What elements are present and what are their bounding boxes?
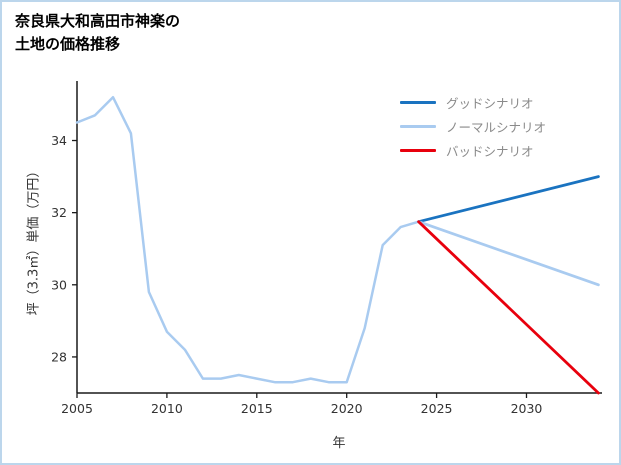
chart-title-line2: 土地の価格推移 <box>15 34 121 53</box>
chart-title: 奈良県大和高田市神楽の 土地の価格推移 <box>15 10 180 55</box>
normal-scenario-line-swatch <box>400 125 436 128</box>
y-tick-label: 32 <box>51 205 67 220</box>
series-line-グッドシナリオ <box>417 175 600 224</box>
x-tick-label: 2025 <box>421 401 453 416</box>
bad-scenario-line-swatch <box>400 149 436 152</box>
x-tick-label: 2005 <box>61 401 93 416</box>
x-axis-label: 年 <box>332 436 346 451</box>
legend-item-normal: ノーマルシナリオ <box>400 118 546 135</box>
x-tick-label: 2020 <box>331 401 363 416</box>
series-line-バッドシナリオ <box>417 220 600 395</box>
x-tick-label: 2030 <box>511 401 543 416</box>
chart-legend: グッドシナリオ ノーマルシナリオ バッドシナリオ <box>400 94 546 159</box>
legend-label-bad: バッドシナリオ <box>446 144 534 159</box>
x-tick-label: 2010 <box>151 401 183 416</box>
y-tick-label: 30 <box>51 277 67 292</box>
series-line-historical <box>75 95 420 384</box>
legend-item-bad: バッドシナリオ <box>400 142 546 159</box>
y-axis-label: 坪（3.3㎡）単価（万円） <box>26 164 42 316</box>
y-tick-label: 34 <box>51 133 67 148</box>
legend-item-good: グッドシナリオ <box>400 94 546 111</box>
y-tick-label: 28 <box>51 349 67 364</box>
chart-title-line1: 奈良県大和高田市神楽の <box>15 12 181 30</box>
x-tick-label: 2015 <box>241 401 273 416</box>
good-scenario-line-swatch <box>400 101 436 104</box>
legend-label-normal: ノーマルシナリオ <box>446 120 547 135</box>
legend-label-good: グッドシナリオ <box>446 96 534 111</box>
series-line-ノーマルシナリオ <box>417 220 600 287</box>
